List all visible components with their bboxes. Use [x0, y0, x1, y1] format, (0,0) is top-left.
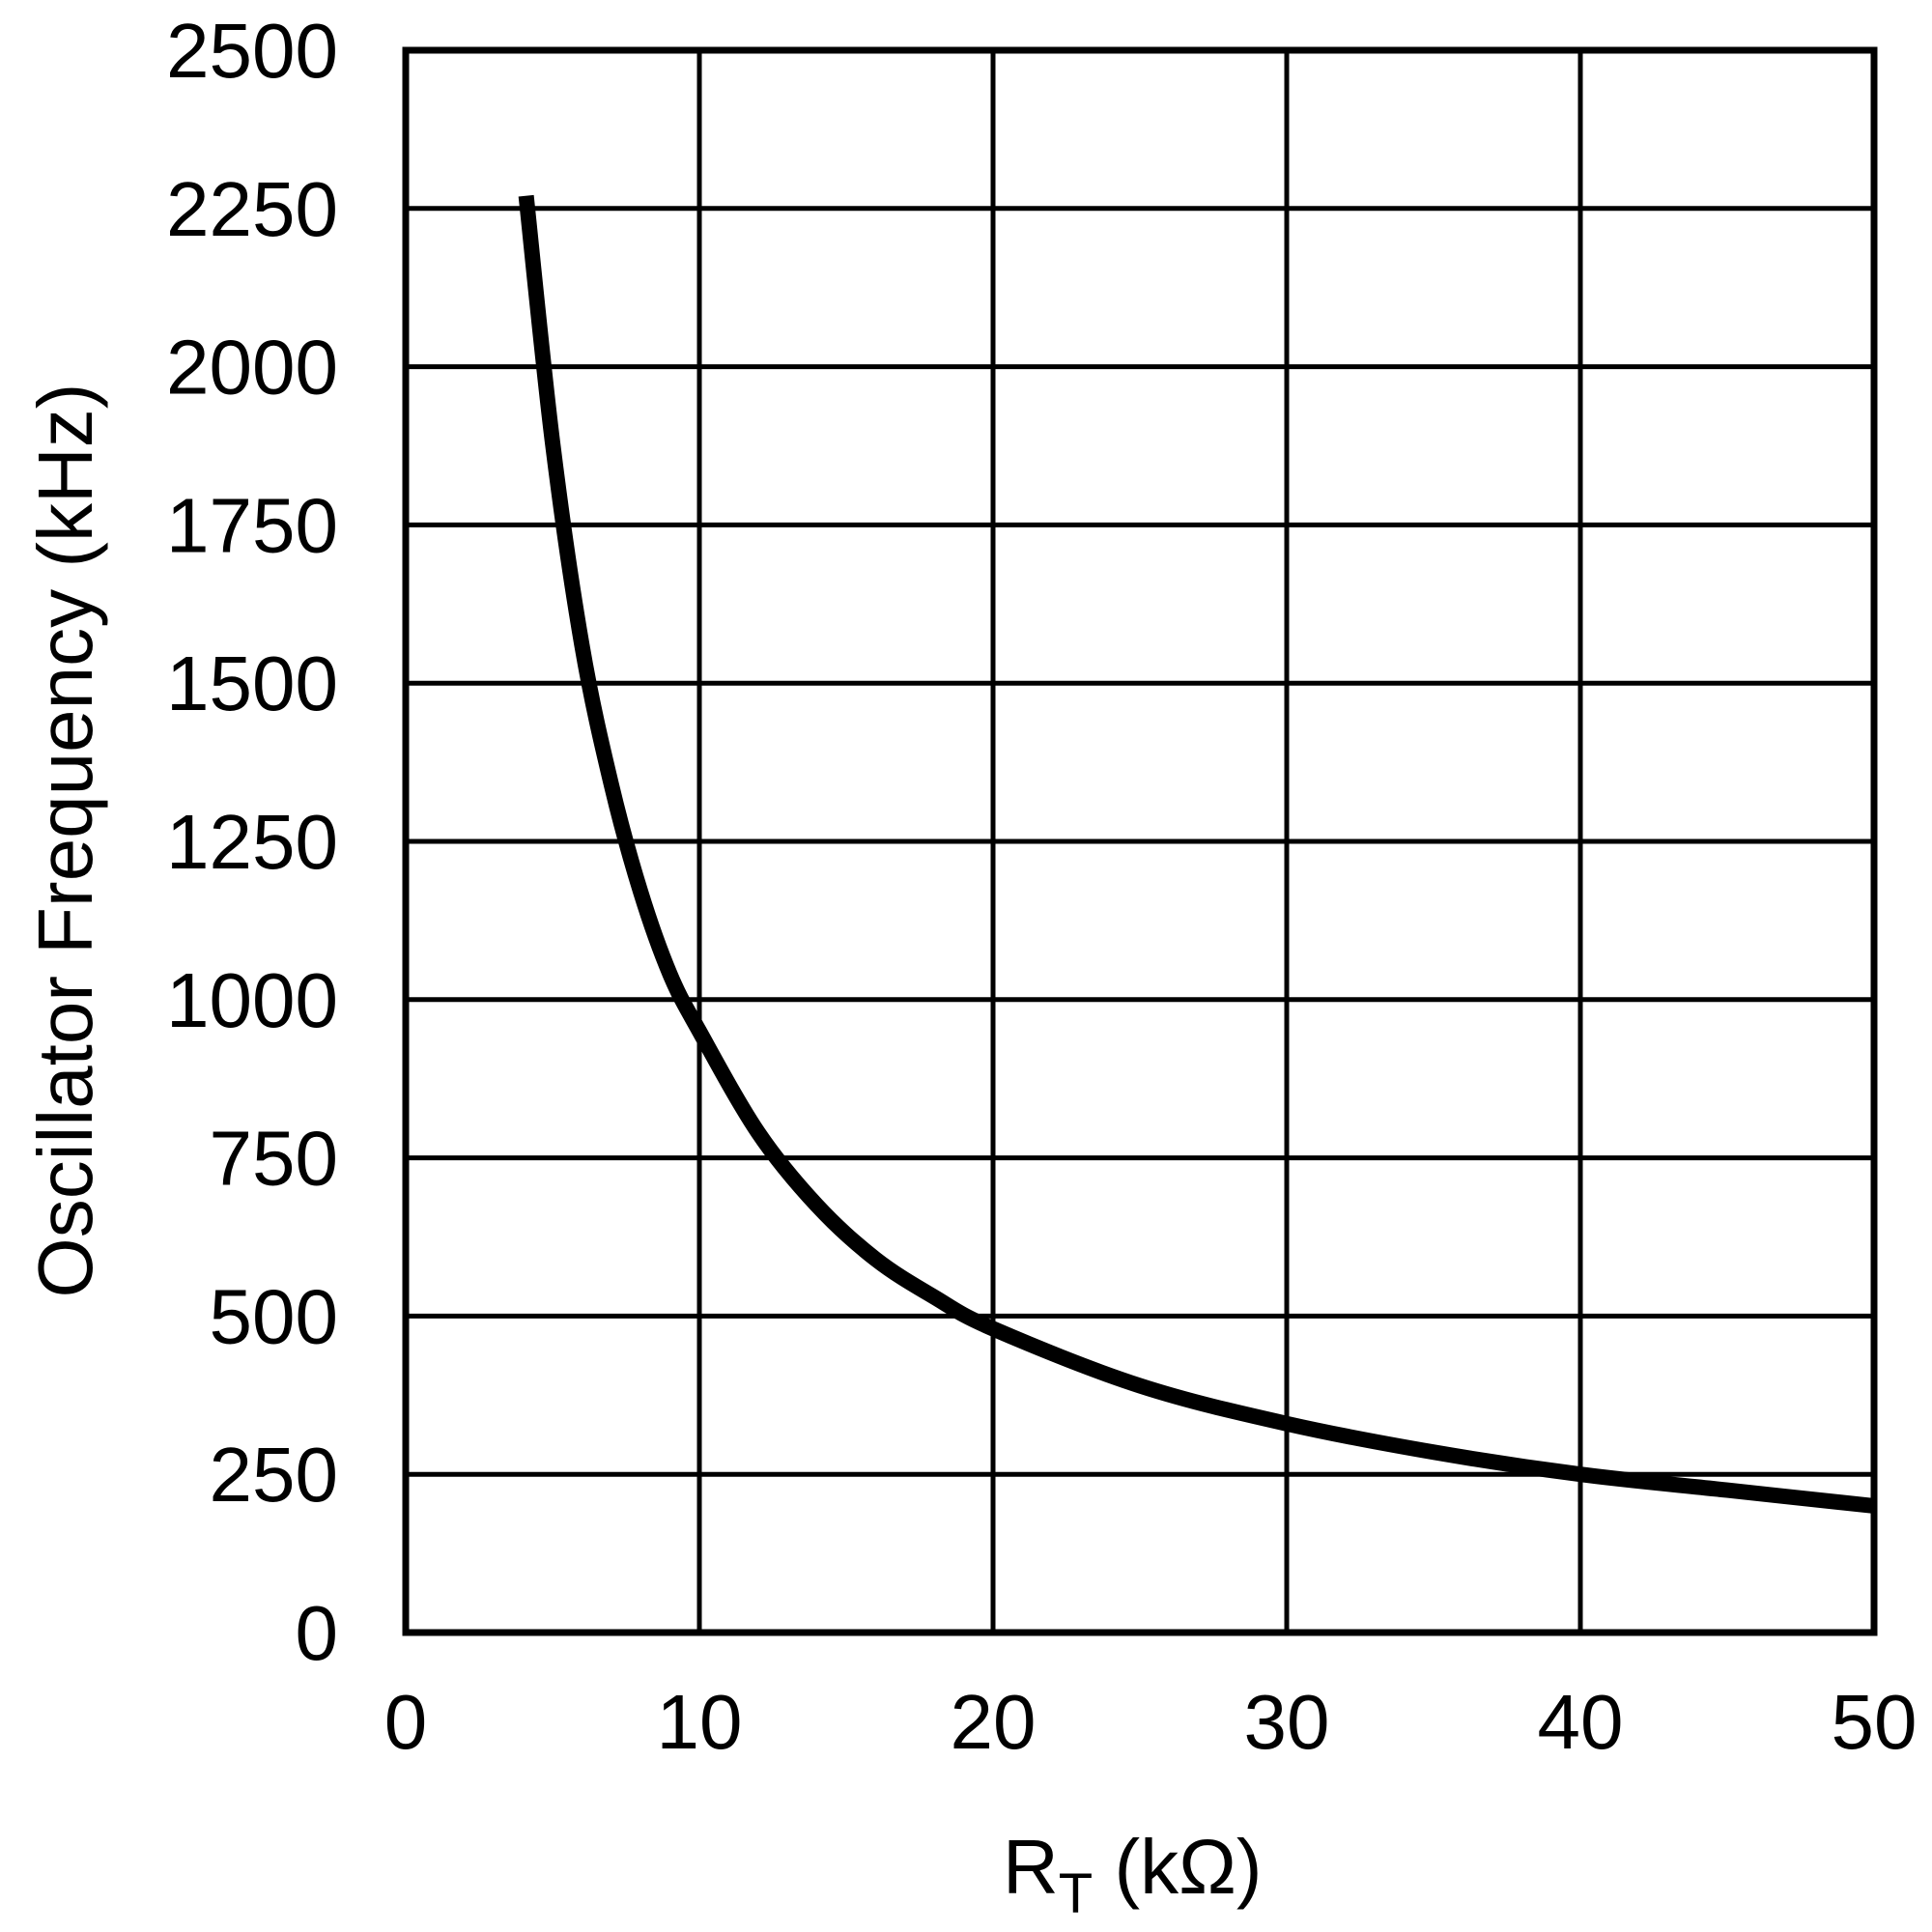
x-tick-label: 30 — [1244, 1679, 1330, 1765]
x-axis-label-subscript: T — [1059, 1862, 1093, 1925]
y-axis-ticks: 0 250 500 750 1000 1250 1500 1750 2000 2250 2500 — [166, 8, 338, 1676]
y-tick-label: 1000 — [166, 957, 338, 1043]
y-tick-label: 250 — [210, 1432, 338, 1518]
y-tick-label: 2000 — [166, 325, 338, 411]
x-axis-ticks: 0 10 20 30 40 50 — [384, 1679, 1918, 1765]
y-tick-label: 1750 — [166, 482, 338, 568]
y-tick-label: 2250 — [166, 166, 338, 252]
frequency-curve — [518, 194, 1875, 1514]
y-tick-label: 2500 — [166, 8, 338, 94]
y-tick-label: 750 — [210, 1116, 338, 1202]
y-tick-label: 1250 — [166, 799, 338, 885]
x-tick-label: 50 — [1832, 1679, 1918, 1765]
x-tick-label: 10 — [657, 1679, 743, 1765]
y-tick-label: 1500 — [166, 640, 338, 726]
x-tick-label: 40 — [1538, 1679, 1624, 1765]
plot-frame — [402, 46, 1878, 1636]
x-tick-label: 0 — [384, 1679, 428, 1765]
y-tick-label: 0 — [296, 1590, 339, 1676]
y-tick-label: 500 — [210, 1273, 338, 1359]
y-axis-label: Oscillator Frequency (kHz) — [22, 384, 108, 1298]
x-axis-label: RT (kΩ) — [1003, 1824, 1263, 1925]
x-axis-label-main: R — [1003, 1824, 1059, 1910]
x-tick-label: 20 — [951, 1679, 1037, 1765]
x-axis-label-unit: (kΩ) — [1093, 1824, 1262, 1910]
